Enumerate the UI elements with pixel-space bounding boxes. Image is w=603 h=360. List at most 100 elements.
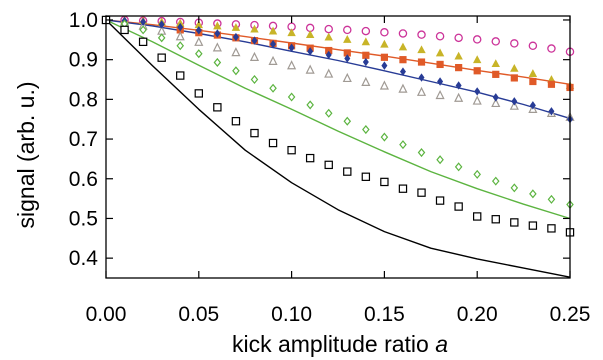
data-point-square-open	[194, 89, 203, 98]
data-point-square-filled	[325, 46, 333, 55]
y-tick-label: 0.8	[69, 88, 98, 111]
data-point-triangle-open	[305, 64, 315, 74]
data-point-square-filled	[529, 77, 537, 86]
data-point-triangle-filled	[250, 24, 259, 33]
data-point-square-open	[138, 37, 148, 47]
data-point-triangle-filled	[528, 69, 538, 77]
y-axis-label: signal (arb. u.)	[13, 81, 39, 228]
data-point-triangle-filled	[510, 64, 519, 72]
y-tick-label: 0.9	[69, 49, 98, 72]
data-point-diamond-filled	[455, 81, 462, 90]
y-tick-label: 0.5	[69, 207, 98, 230]
data-point-diamond-filled	[492, 93, 499, 102]
data-point-diamond-filled	[270, 39, 277, 49]
data-point-diamond-open	[547, 194, 556, 204]
y-tick-label: 0.4	[69, 247, 99, 270]
data-point-circle-open	[361, 26, 371, 36]
data-point-square-filled	[399, 56, 407, 64]
data-points	[101, 14, 575, 237]
data-point-circle-open	[454, 33, 463, 43]
data-point-triangle-filled	[435, 48, 445, 57]
data-point-diamond-open	[269, 83, 277, 93]
data-point-square-open	[454, 202, 463, 211]
data-point-diamond-filled	[140, 17, 147, 27]
data-point-circle-open	[491, 37, 501, 46]
plot-frame	[105, 15, 571, 279]
data-point-diamond-open	[473, 169, 481, 179]
data-point-triangle-filled	[213, 21, 222, 30]
data-point-circle-open	[435, 31, 445, 41]
x-tick-label: 0.00	[86, 303, 127, 326]
data-point-square-filled	[510, 74, 518, 82]
data-point-square-filled	[343, 49, 351, 57]
data-point-triangle-filled	[417, 45, 426, 54]
data-point-triangle-filled	[194, 20, 203, 29]
data-point-triangle-open	[454, 92, 464, 102]
data-point-triangle-filled	[176, 18, 185, 27]
x-tick-label: 0.05	[178, 303, 219, 326]
data-point-circle-open	[472, 35, 482, 44]
data-point-diamond-open	[157, 33, 166, 43]
data-point-triangle-filled	[473, 55, 482, 64]
x-axis-label-variable: a	[435, 331, 448, 357]
data-point-diamond-filled	[158, 20, 165, 29]
data-point-triangle-open	[287, 60, 297, 70]
series-line	[105, 19, 571, 220]
x-axis-label: kick amplitude ratio a	[232, 331, 448, 357]
data-point-square-open	[528, 221, 538, 230]
data-point-diamond-filled	[474, 87, 481, 96]
data-point-triangle-open	[435, 89, 445, 100]
data-point-triangle-open	[416, 86, 427, 96]
data-point-triangle-open	[249, 51, 260, 61]
data-point-circle-open	[417, 30, 426, 39]
data-point-square-open	[361, 172, 371, 181]
data-point-triangle-open	[379, 80, 389, 90]
data-point-triangle-open	[324, 68, 334, 78]
data-point-diamond-open	[195, 49, 203, 59]
data-point-diamond-open	[399, 140, 407, 150]
data-point-square-open	[120, 25, 129, 35]
data-point-square-filled	[547, 80, 556, 88]
data-point-square-filled	[473, 67, 481, 75]
data-point-diamond-filled	[214, 29, 221, 38]
data-point-diamond-filled	[307, 47, 314, 56]
y-tick-label: 0.6	[69, 168, 98, 191]
data-point-diamond-filled	[288, 43, 295, 52]
data-point-diamond-open	[436, 155, 444, 165]
data-point-triangle-open	[509, 100, 519, 110]
data-point-diamond-open	[491, 176, 500, 186]
fit-lines	[105, 19, 571, 278]
data-point-triangle-open	[231, 47, 241, 57]
data-point-circle-open	[324, 24, 333, 34]
data-point-square-filled	[492, 70, 500, 78]
data-point-square-open	[250, 128, 259, 138]
data-point-triangle-filled	[305, 30, 315, 39]
data-point-square-open	[380, 177, 389, 187]
data-point-square-filled	[455, 64, 463, 72]
data-point-triangle-filled	[398, 42, 408, 51]
data-point-square-filled	[380, 53, 388, 61]
data-point-diamond-open	[287, 92, 296, 102]
data-point-circle-open	[380, 28, 389, 37]
data-point-diamond-open	[362, 124, 370, 135]
data-point-triangle-filled	[454, 51, 463, 60]
data-point-square-open	[343, 167, 352, 176]
data-point-square-filled	[362, 51, 370, 59]
data-point-diamond-open	[176, 41, 185, 51]
data-point-triangle-filled	[231, 23, 241, 31]
data-point-triangle-filled	[343, 35, 352, 43]
data-point-triangle-open	[398, 83, 408, 93]
data-point-triangle-open	[361, 76, 371, 86]
data-point-square-open	[510, 218, 519, 227]
series-line	[105, 19, 571, 278]
data-point-diamond-open	[529, 189, 537, 199]
data-point-diamond-filled	[548, 107, 555, 116]
data-point-square-open	[305, 153, 315, 163]
data-point-diamond-open	[510, 183, 519, 193]
data-point-square-open	[398, 184, 408, 193]
x-tick-label: 0.15	[364, 303, 405, 326]
data-point-triangle-open	[212, 42, 222, 52]
data-point-square-open	[417, 188, 426, 197]
